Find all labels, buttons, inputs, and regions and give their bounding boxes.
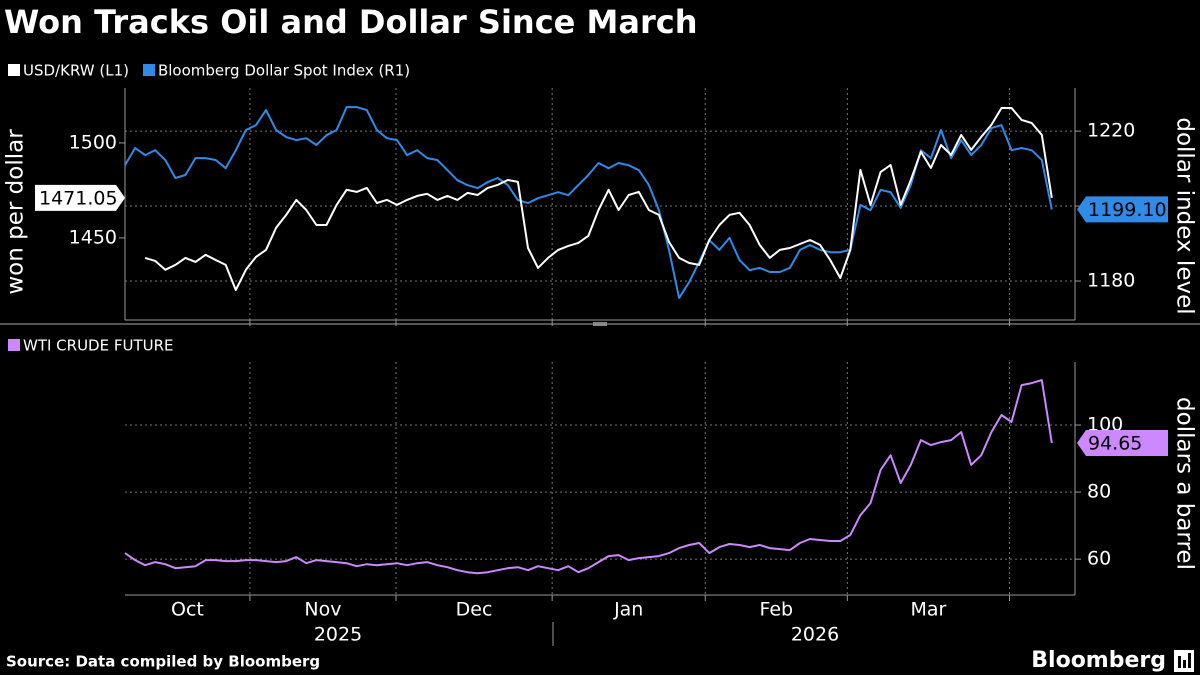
series-line [144, 107, 1053, 291]
legend-swatch [142, 64, 155, 76]
x-tick-label: Nov [304, 599, 341, 621]
x-tick-label: Dec [456, 599, 493, 621]
value-label: 1199.10 [1088, 199, 1167, 221]
x-tick-label: Jan [613, 599, 643, 621]
value-tag [1077, 196, 1168, 223]
legend-swatch [8, 339, 20, 351]
x-tick-label: Oct [171, 599, 204, 621]
y-tick-label: 1220 [1087, 120, 1135, 142]
x-year-label: 2025 [314, 624, 362, 646]
y-tick-label: 1180 [1087, 270, 1135, 292]
y-tick-label: 60 [1087, 548, 1111, 570]
brand-icon [1174, 650, 1194, 672]
x-tick-label: Mar [910, 599, 946, 621]
x-tick-label: Feb [759, 599, 793, 621]
chart-title: Won Tracks Oil and Dollar Since March [4, 3, 697, 41]
y-axis-label: won per dollar [3, 129, 29, 295]
series-line [124, 379, 1053, 575]
legend-swatch [8, 64, 20, 76]
brand: Bloomberg [1031, 648, 1166, 673]
x-year-label: 2026 [791, 624, 839, 646]
legend-label: WTI CRUDE FUTURE [23, 337, 174, 355]
y-tick-label: 1450 [69, 226, 117, 248]
series-line [124, 106, 1053, 299]
value-label: 1471.05 [39, 187, 118, 209]
y-tick-label: 80 [1087, 481, 1111, 503]
y-axis-label: dollars a barrel [1172, 397, 1198, 570]
value-label: 94.65 [1088, 432, 1142, 454]
source: Source: Data compiled by Bloomberg [6, 653, 320, 671]
legend-label: USD/KRW (L1) [23, 62, 129, 80]
value-tag [1077, 429, 1168, 456]
legend-label: Bloomberg Dollar Spot Index (R1) [158, 62, 410, 80]
panel-handle [593, 322, 607, 326]
y2-axis-label: dollar index level [1172, 117, 1198, 314]
value-tag [35, 184, 125, 211]
y-tick-label: 1500 [69, 131, 117, 153]
